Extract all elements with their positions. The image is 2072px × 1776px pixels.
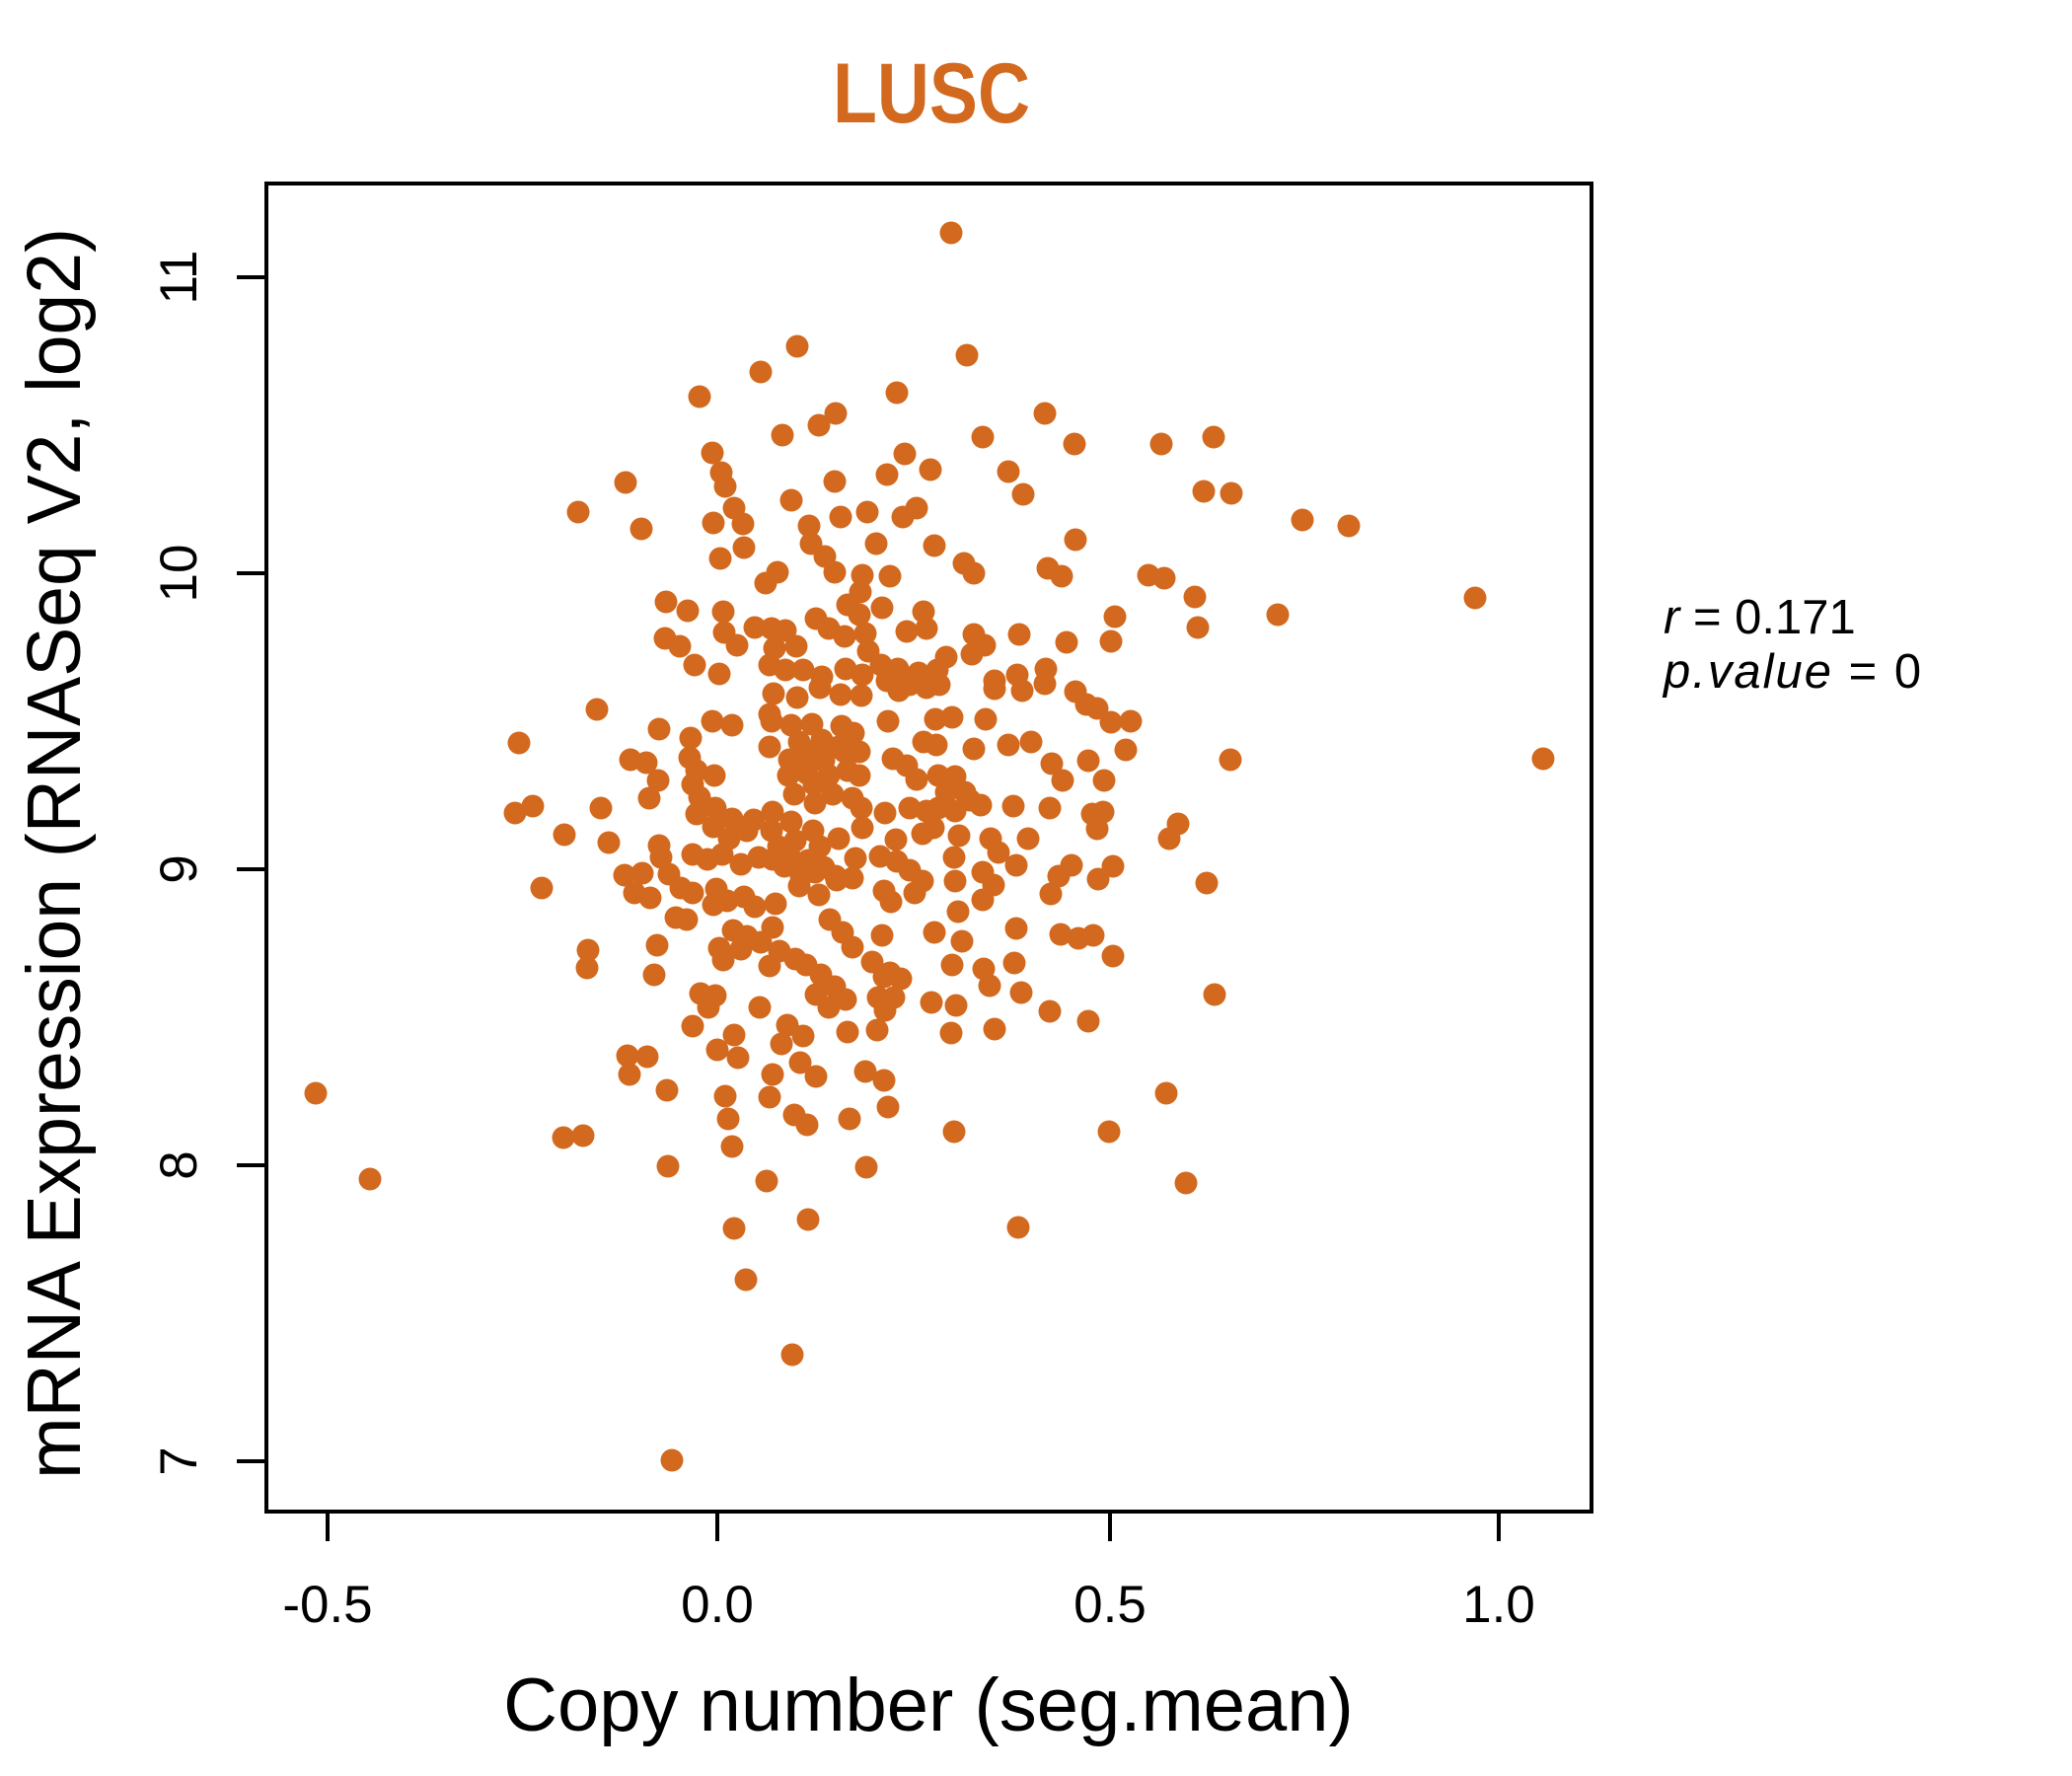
- svg-text:9: 9: [150, 854, 208, 883]
- svg-text:LUSC: LUSC: [833, 46, 1030, 141]
- svg-text:7: 7: [150, 1446, 208, 1475]
- svg-text:8: 8: [150, 1150, 208, 1179]
- svg-text:Copy number (seg.mean): Copy number (seg.mean): [503, 1664, 1354, 1747]
- svg-text:-0.5: -0.5: [282, 1576, 372, 1634]
- svg-text:1.0: 1.0: [1462, 1576, 1535, 1634]
- svg-text:0.0: 0.0: [681, 1576, 754, 1634]
- svg-text:p.value = 0: p.value = 0: [1662, 645, 1923, 699]
- svg-text:mRNA Expression (RNASeq V2, lo: mRNA Expression (RNASeq V2, log2): [12, 228, 97, 1479]
- svg-text:0.5: 0.5: [1073, 1576, 1147, 1634]
- svg-text:10: 10: [150, 545, 208, 603]
- svg-text:r = 0.171: r = 0.171: [1664, 591, 1856, 644]
- svg-text:11: 11: [150, 250, 208, 304]
